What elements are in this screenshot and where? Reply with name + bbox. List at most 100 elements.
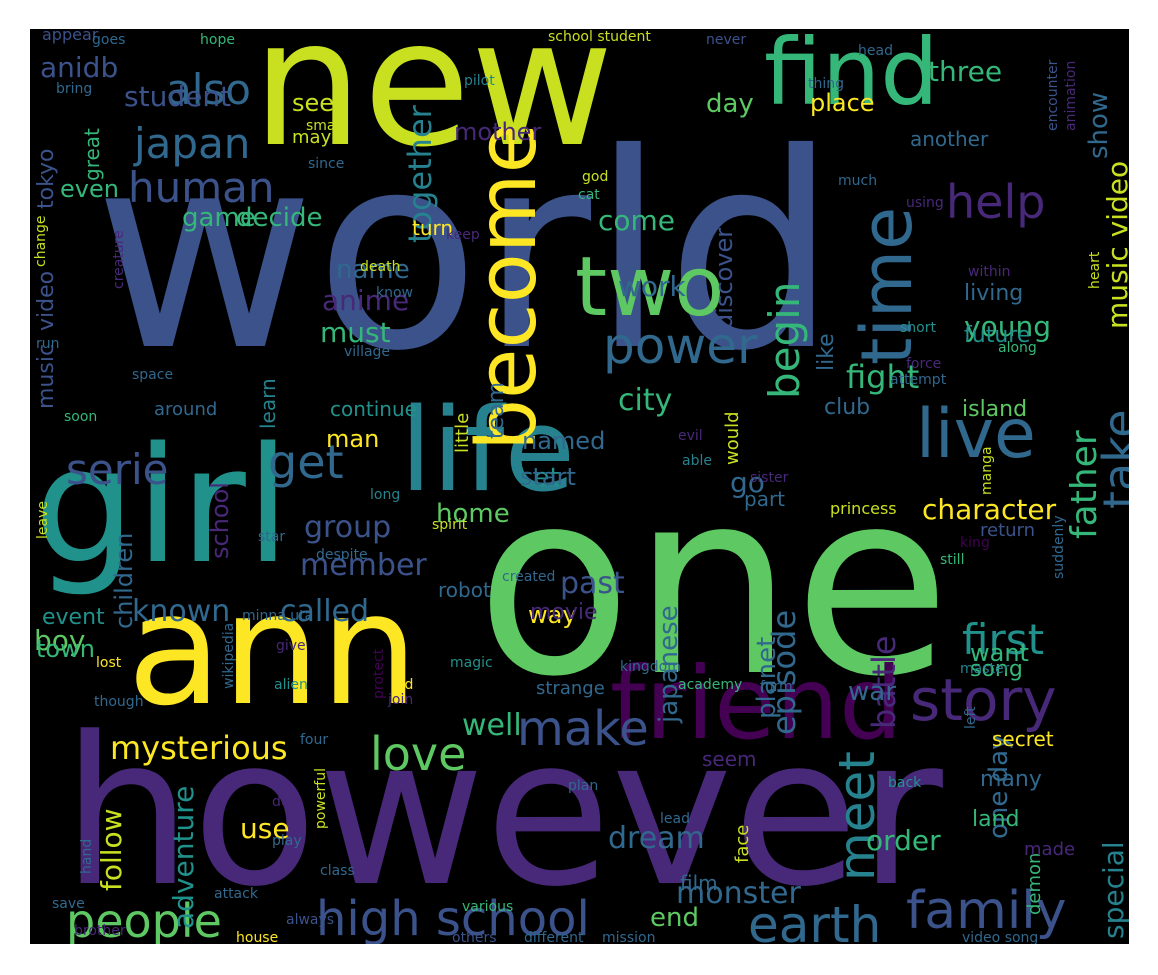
- word: thing: [808, 76, 845, 92]
- word: despite: [316, 547, 368, 563]
- word: various: [462, 899, 514, 915]
- word: made: [1024, 839, 1076, 860]
- word: song: [970, 657, 1023, 682]
- word: appear: [42, 29, 99, 44]
- word: wikipedia: [221, 622, 237, 689]
- word: two: [575, 240, 725, 335]
- word: run: [36, 336, 60, 352]
- word: seem: [702, 747, 757, 771]
- word: able: [682, 453, 712, 469]
- word: video song: [962, 930, 1039, 944]
- word: soon: [64, 409, 98, 425]
- word: due: [272, 794, 299, 810]
- word: minna uta: [242, 608, 314, 624]
- word: club: [824, 395, 871, 420]
- word: come: [598, 204, 676, 237]
- word: character: [922, 493, 1057, 526]
- word: around: [154, 399, 218, 420]
- word: using: [906, 195, 944, 211]
- word: set: [520, 463, 560, 493]
- word: young: [964, 310, 1051, 343]
- word: work: [618, 270, 686, 303]
- word: discover: [710, 227, 738, 329]
- word: monster: [676, 876, 801, 911]
- word: children: [110, 532, 138, 629]
- word: give: [276, 638, 306, 654]
- word: also: [166, 65, 251, 114]
- word: heart: [1087, 251, 1103, 289]
- word: encounter: [1045, 59, 1061, 131]
- word: king: [960, 535, 990, 551]
- word: join: [388, 692, 414, 708]
- word: planet: [752, 636, 782, 719]
- word: get: [268, 435, 344, 489]
- word: created: [502, 569, 556, 585]
- word: kingdom: [620, 659, 681, 675]
- word: form: [760, 679, 793, 695]
- word: father: [1064, 430, 1105, 539]
- word: since: [308, 156, 345, 172]
- word: way: [528, 601, 577, 629]
- word: serie: [66, 445, 169, 494]
- word: head: [858, 43, 893, 59]
- word: student: [124, 80, 232, 113]
- word: family: [906, 881, 1067, 941]
- word: group: [304, 510, 392, 545]
- word: meet: [828, 751, 886, 881]
- word: animation: [1063, 60, 1079, 131]
- word: boy: [34, 624, 86, 657]
- word: story: [910, 666, 1057, 734]
- word: attempt: [890, 372, 947, 388]
- word: three: [928, 55, 1003, 88]
- word: old: [392, 677, 414, 693]
- word: long: [370, 487, 401, 503]
- word: creature: [111, 230, 127, 289]
- word: hand: [79, 838, 95, 874]
- word: japan: [134, 119, 251, 168]
- word: know: [376, 285, 413, 301]
- word: though: [94, 694, 144, 710]
- word: well: [462, 708, 522, 743]
- word: sister: [750, 470, 789, 486]
- word: within: [968, 264, 1011, 280]
- word: future: [964, 323, 1031, 348]
- word: start: [520, 463, 576, 491]
- word: lead: [660, 811, 690, 827]
- word: one: [476, 436, 951, 733]
- word: many: [980, 767, 1042, 792]
- word: living: [964, 281, 1024, 306]
- word: play: [272, 833, 302, 849]
- word: space: [132, 367, 174, 383]
- word: evil: [678, 428, 703, 444]
- word: mysterious: [110, 729, 288, 767]
- word-cloud: world one however girl new ann life frie…: [30, 29, 1129, 944]
- word: attack: [214, 886, 258, 902]
- word: goes: [92, 32, 126, 48]
- word: city: [618, 383, 673, 418]
- word: island: [962, 397, 1028, 422]
- word: powerful: [313, 768, 329, 829]
- word: member: [300, 548, 427, 583]
- word: school student: [548, 29, 651, 45]
- word: love: [370, 727, 467, 781]
- word: great: [80, 128, 104, 181]
- word: must: [320, 316, 391, 349]
- word: class: [320, 863, 355, 879]
- word: death: [360, 259, 401, 275]
- word: master: [960, 661, 1010, 677]
- word: time: [846, 206, 928, 365]
- word: past: [560, 566, 625, 601]
- word: left: [963, 706, 979, 729]
- word: event: [42, 605, 105, 630]
- word: little: [452, 412, 473, 453]
- word: movie: [530, 600, 598, 625]
- word: demon: [1024, 852, 1045, 915]
- word: turn: [412, 216, 454, 240]
- word: change: [33, 215, 49, 267]
- word: team: [484, 381, 509, 439]
- word: force: [906, 356, 942, 372]
- word: find: [764, 29, 939, 126]
- word: house: [236, 930, 279, 944]
- word: princess: [830, 499, 897, 518]
- word: music video: [1101, 160, 1129, 329]
